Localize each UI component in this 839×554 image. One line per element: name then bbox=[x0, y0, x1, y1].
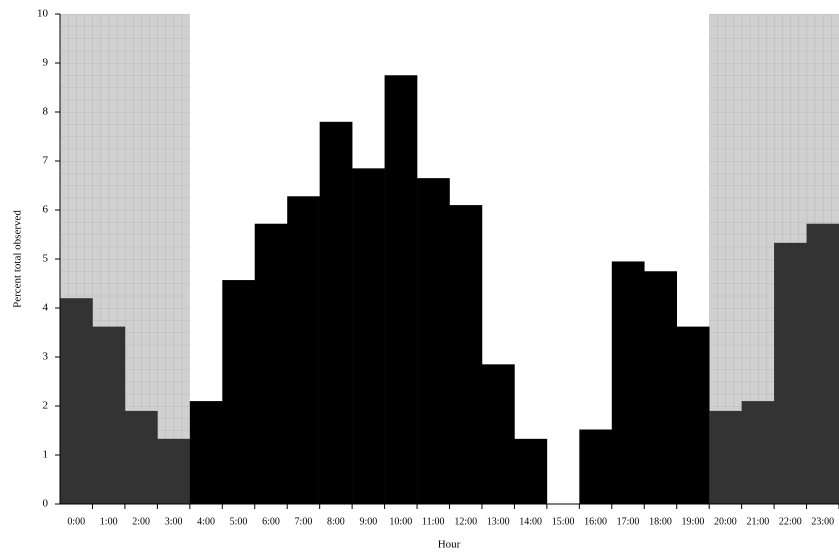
bar bbox=[352, 168, 385, 504]
y-tick-label: 1 bbox=[43, 449, 49, 461]
y-tick-label: 6 bbox=[43, 204, 49, 216]
bar bbox=[579, 429, 613, 504]
bar bbox=[644, 271, 678, 504]
y-tick-label: 5 bbox=[43, 253, 49, 265]
bar-layer bbox=[60, 75, 839, 505]
x-tick-label: 15:00 bbox=[552, 516, 575, 527]
bar bbox=[157, 438, 191, 504]
y-axis-label: Percent total observed bbox=[12, 210, 24, 308]
y-tick-label: 2 bbox=[43, 400, 49, 412]
y-tick-label: 4 bbox=[43, 302, 49, 314]
x-tick-label: 8:00 bbox=[327, 516, 345, 527]
x-tick-label: 17:00 bbox=[617, 516, 640, 527]
bar bbox=[449, 205, 483, 504]
bar bbox=[92, 326, 126, 504]
x-tick-label: 20:00 bbox=[714, 516, 737, 527]
bar bbox=[481, 364, 515, 504]
bar bbox=[514, 438, 548, 504]
x-tick-label: 9:00 bbox=[359, 516, 377, 527]
bar bbox=[189, 401, 223, 504]
x-tick-label: 1:00 bbox=[100, 516, 118, 527]
x-tick-label: 21:00 bbox=[746, 516, 769, 527]
bar bbox=[60, 298, 93, 504]
bar bbox=[124, 410, 158, 504]
y-tick-label: 8 bbox=[43, 106, 49, 118]
bar bbox=[611, 261, 645, 504]
y-tick-label: 0 bbox=[43, 498, 49, 510]
bar bbox=[222, 280, 256, 504]
x-tick-label: 10:00 bbox=[389, 516, 412, 527]
x-tick-label: 4:00 bbox=[197, 516, 215, 527]
bar bbox=[287, 196, 320, 504]
x-tick-label: 23:00 bbox=[811, 516, 834, 527]
bar bbox=[741, 401, 775, 504]
y-tick-label: 3 bbox=[43, 351, 49, 363]
y-tick-label: 7 bbox=[43, 155, 49, 167]
x-tick-label: 11:00 bbox=[422, 516, 444, 527]
bar bbox=[254, 223, 288, 504]
y-tick-label: 9 bbox=[43, 57, 49, 69]
x-tick-label: 7:00 bbox=[295, 516, 313, 527]
bar bbox=[709, 410, 742, 504]
x-tick-label: 14:00 bbox=[519, 516, 542, 527]
x-tick-label: 13:00 bbox=[487, 516, 510, 527]
x-tick-label: 6:00 bbox=[262, 516, 280, 527]
x-tick-label: 3:00 bbox=[165, 516, 183, 527]
y-tick-label: 10 bbox=[37, 8, 49, 20]
x-tick-label: 16:00 bbox=[584, 516, 607, 527]
x-tick-label: 19:00 bbox=[682, 516, 705, 527]
x-axis-label: Hour bbox=[438, 539, 461, 551]
x-tick-label: 2:00 bbox=[132, 516, 150, 527]
x-tick-label: 5:00 bbox=[230, 516, 248, 527]
x-tick-label: 0:00 bbox=[67, 516, 85, 527]
x-tick-label: 12:00 bbox=[454, 516, 477, 527]
bar bbox=[319, 121, 353, 505]
x-tick-label: 22:00 bbox=[779, 516, 802, 527]
bar bbox=[384, 75, 418, 504]
x-tick-label: 18:00 bbox=[649, 516, 672, 527]
bar bbox=[774, 242, 807, 504]
bar bbox=[417, 178, 450, 504]
bar bbox=[676, 326, 710, 504]
bar bbox=[806, 223, 839, 504]
